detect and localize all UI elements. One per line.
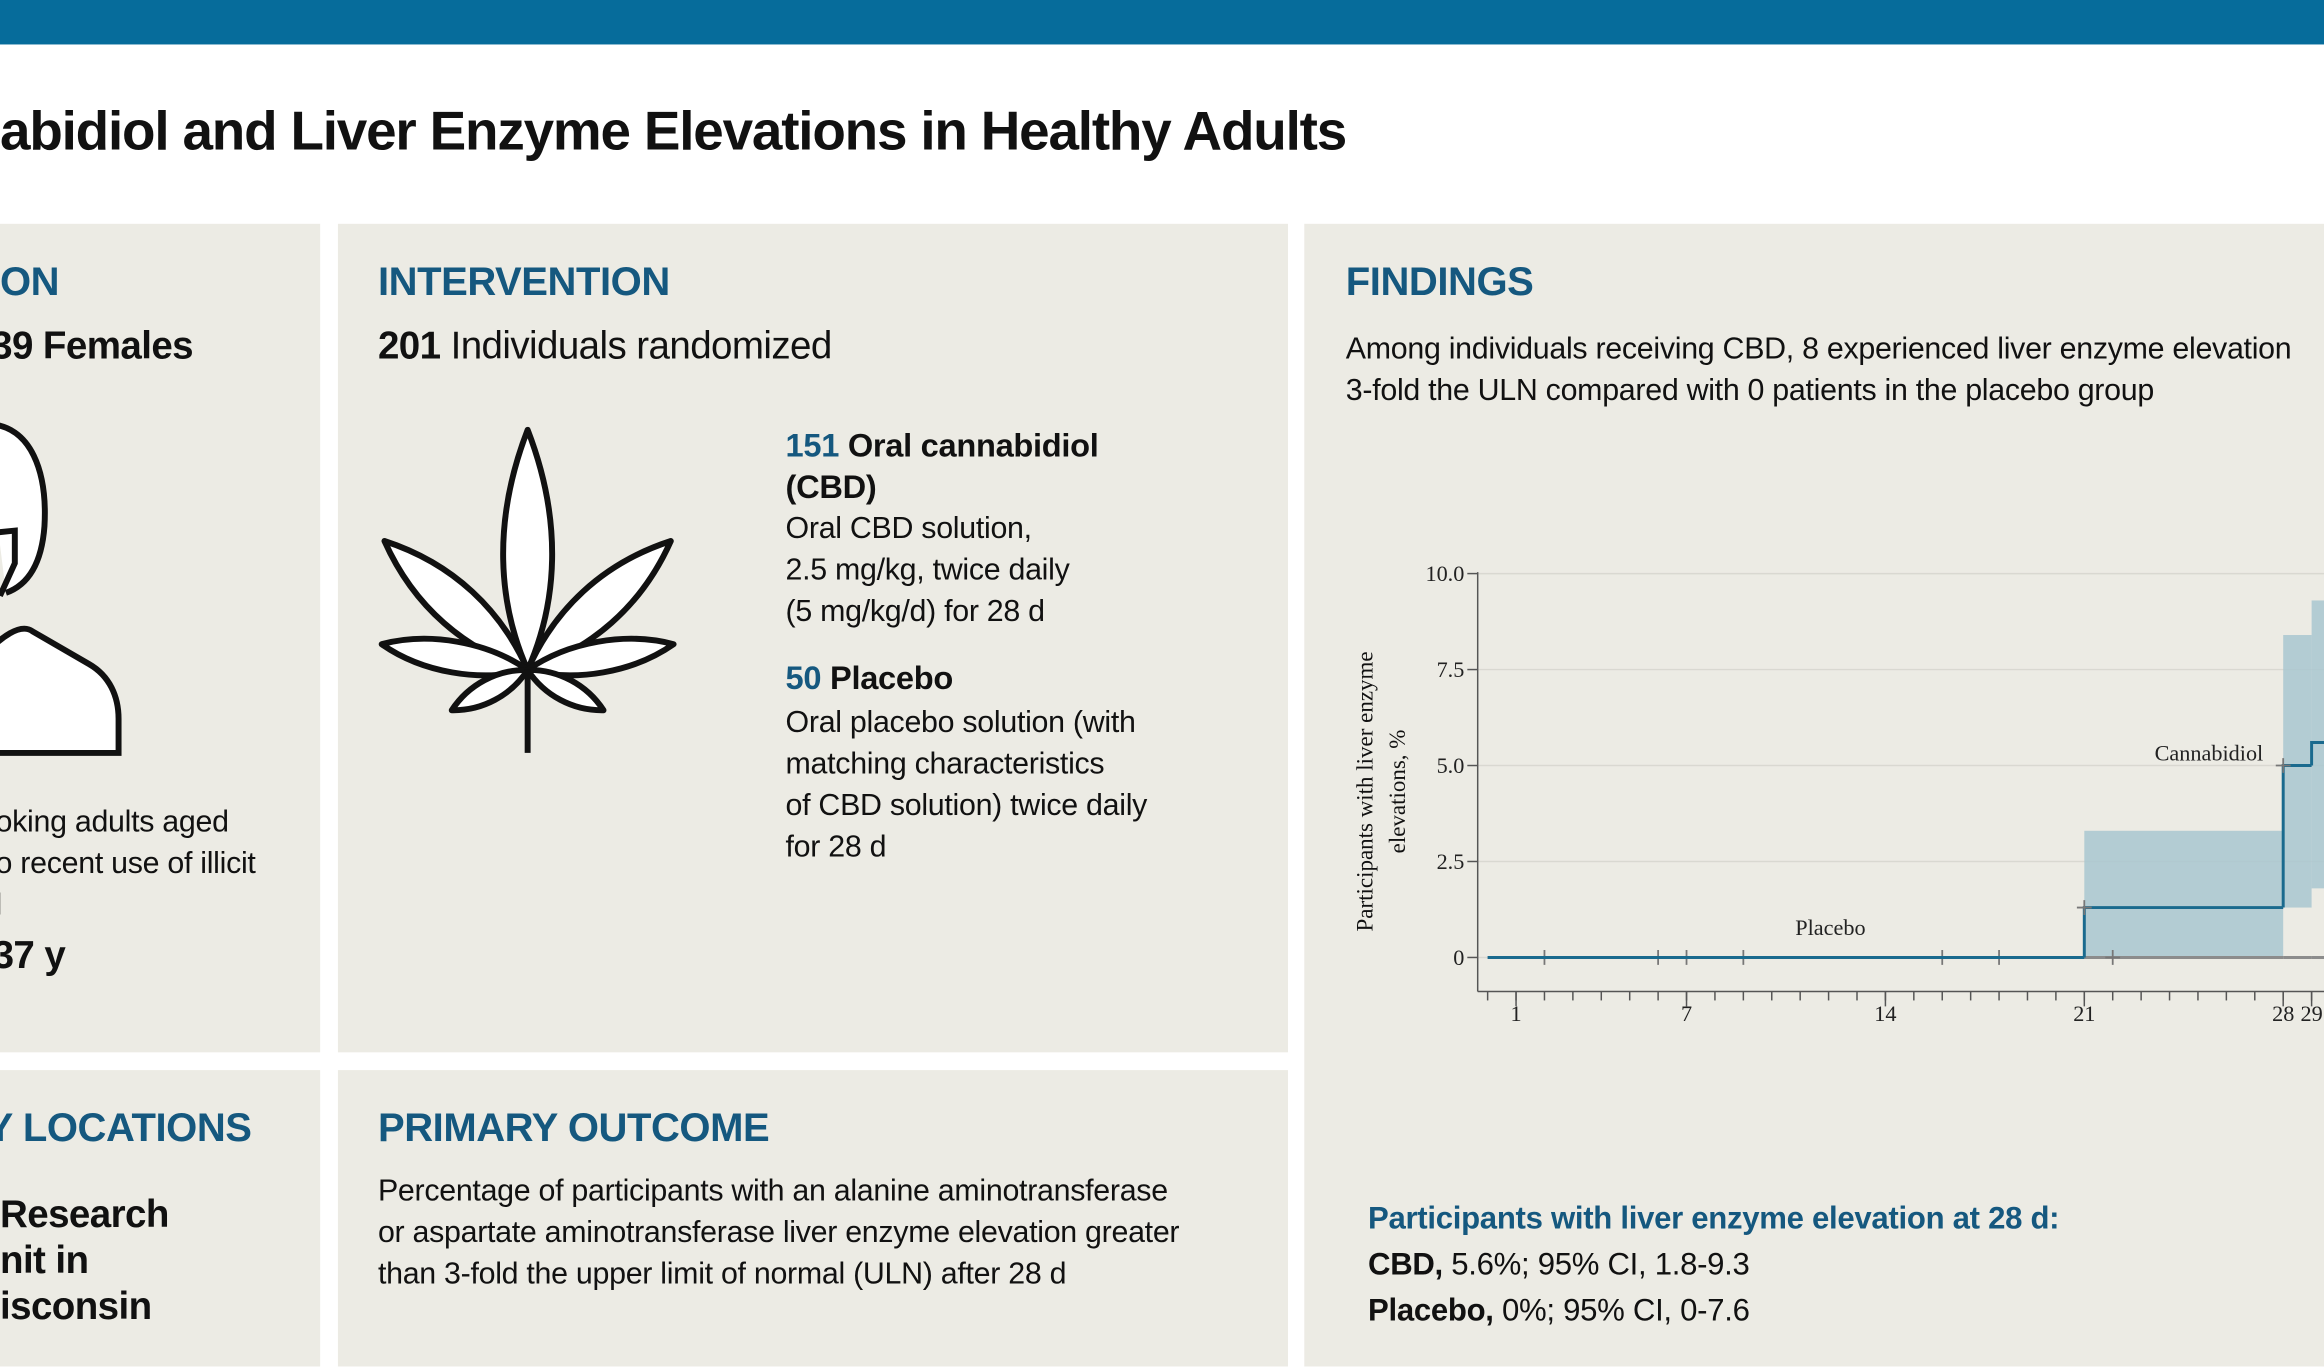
y-tick-label: 0 [1453, 945, 1464, 970]
findings-line: Among individuals receiving CBD, 8 exper… [1345, 331, 2292, 367]
x-tick-label: 14 [1874, 1001, 1896, 1026]
locations-text: Research nit in isconsin [0, 1192, 169, 1330]
outcome-panel [337, 1070, 1288, 1367]
x-tick-label: 1 [1510, 1001, 1521, 1026]
description-line: oking adults aged [0, 804, 229, 839]
intervention-count: 201 Individuals randomized [378, 323, 832, 369]
arm-name: Oral cannabidiol [847, 426, 1099, 464]
arm-count: 50 [785, 659, 822, 697]
arm-placebo: 50 Placebo Oral placebo solution (with m… [786, 658, 1148, 868]
intervention-heading: INTERVENTION [377, 259, 670, 304]
y-tick-label: 7.5 [1437, 657, 1465, 682]
arm-description: of CBD solution) twice daily [785, 788, 1148, 823]
population-count: 39 Females [0, 323, 194, 369]
location-line: isconsin [0, 1283, 152, 1328]
outcome-line: or aspartate aminotransferase liver enzy… [377, 1215, 1180, 1250]
x-tick-label: 21 [2073, 1001, 2095, 1026]
locations-heading: Y LOCATIONS [0, 1105, 252, 1151]
location-line: Research [0, 1191, 169, 1237]
count: 201 [377, 323, 441, 368]
x-tick-label: 7 [1681, 1001, 1692, 1026]
arm-description: matching characteristics [785, 746, 1105, 782]
leaf-icon [378, 426, 677, 753]
population-description: oking adults aged o recent use of illici… [0, 802, 256, 926]
series-label: Cannabidiol [2155, 740, 2264, 765]
count: 39 [0, 323, 33, 368]
summary-value: 0%; 95% CI, 0-7.6 [1502, 1293, 1750, 1328]
censor-mark [2105, 950, 2121, 965]
y-tick-label: 5.0 [1437, 753, 1465, 778]
locations-panel [0, 1070, 321, 1367]
x-tick-label: 29 [2300, 1001, 2322, 1026]
findings-panel [1304, 223, 2324, 1367]
y-tick-label: 2.5 [1437, 849, 1465, 874]
outcome-text: Percentage of participants with an alani… [377, 1171, 1180, 1295]
arm-count: 151 [785, 426, 840, 464]
location-line: nit in [0, 1237, 89, 1283]
censor-mark [2076, 900, 2092, 915]
count-label: Individuals randomized [450, 323, 833, 368]
step-line [2310, 741, 2324, 766]
description-line: l [0, 885, 256, 926]
series-label: Placebo [1795, 915, 1865, 940]
arm-description: Oral CBD solution, [785, 511, 1033, 546]
summary-value: 5.6%; 95% CI, 1.8-9.3 [1451, 1247, 1750, 1283]
count-label: Females [42, 323, 194, 368]
summary-label: CBD, [1368, 1247, 1443, 1283]
arm-description: 2.5 mg/kg, twice daily [785, 552, 1070, 587]
outcome-heading: PRIMARY OUTCOME [377, 1105, 770, 1151]
population-age: 37 y [0, 932, 66, 977]
x-tick-label: 28 [2272, 1001, 2294, 1026]
censor-mark [2275, 758, 2291, 773]
arm-description: (5 mg/kg/d) for 28 d [785, 594, 1046, 629]
arm-name: (CBD) [785, 468, 877, 506]
findings-summary: Participants with liver enzyme elevation… [1368, 1196, 2060, 1334]
outcome-line: Percentage of participants with an alani… [377, 1173, 1168, 1208]
findings-heading: FINDINGS [1345, 259, 1534, 304]
y-tick-label: 10.0 [1425, 561, 1464, 586]
ci-band [2311, 600, 2324, 889]
findings-line: 3-fold the ULN compared with 0 patients … [1345, 373, 2154, 408]
ci-band [2283, 635, 2312, 908]
arm-description: for 28 d [785, 829, 887, 865]
person-icon [0, 422, 122, 756]
outcome-line: than 3-fold the upper limit of normal (U… [377, 1256, 1067, 1291]
population-heading: ON [0, 259, 60, 304]
description-line: o recent use of illicit [0, 846, 256, 881]
arm-name: Placebo [829, 659, 953, 697]
ci-band [2084, 830, 2284, 958]
population-panel [0, 223, 321, 1053]
findings-text: Among individuals receiving CBD, 8 exper… [1346, 329, 2292, 412]
arm-cbd: 151 Oral cannabidiol (CBD) Oral CBD solu… [786, 425, 1099, 632]
top-bar [0, 0, 2324, 45]
summary-label: Placebo, [1368, 1293, 1494, 1328]
title: abidiol and Liver Enzyme Elevations in H… [0, 100, 1347, 162]
chart: 0 2.5 5.0 7.5 10.0 1 7 14 21 28 29 Cannabidiol Place… [1425, 561, 2324, 1026]
summary-heading: Participants with liver enzyme elevation… [1368, 1202, 2060, 1237]
arm-description: Oral placebo solution (with [785, 705, 1136, 740]
